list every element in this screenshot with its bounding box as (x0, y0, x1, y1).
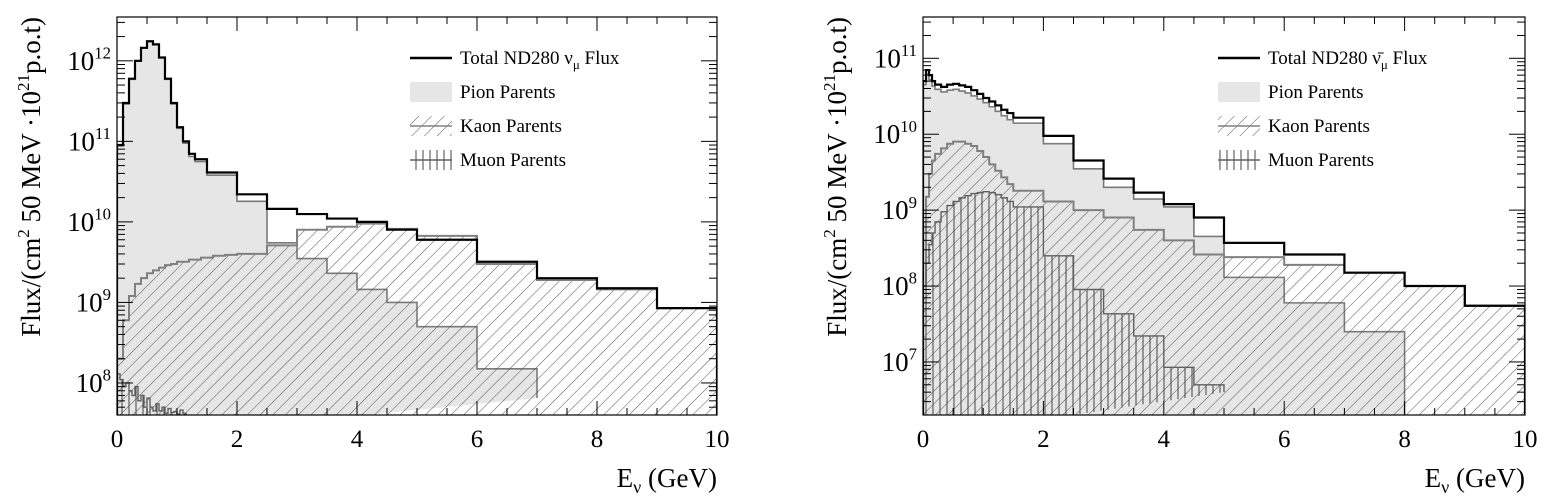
y-tick-label: 109 (882, 193, 917, 225)
y-tick-label: 1011 (68, 124, 111, 156)
x-axis: 0 2 4 6 8 10 (917, 17, 1538, 453)
x-tick-label: 8 (1398, 426, 1411, 453)
x-tick-label: 4 (351, 426, 364, 453)
y-tick-label: 107 (882, 345, 917, 377)
legend-item: Muon Parents (1218, 150, 1374, 171)
x-axis-label: Eν (GeV) (617, 463, 717, 497)
x-tick-label: 6 (471, 426, 484, 453)
legend-item: Total ND280 ν̄μ Flux (1218, 48, 1428, 72)
legend-item: Pion Parents (1218, 82, 1364, 103)
x-tick-label: 2 (1037, 426, 1050, 453)
flux-chart-antinumu: 0 2 4 6 8 10 107 108 109 1010 1011 Eν (GeV) Flux/(cm… (790, 0, 1560, 499)
y-tick-label: 1010 (873, 117, 917, 149)
y-tick-label: 1010 (67, 205, 111, 237)
legend-item: Muon Parents (410, 150, 566, 171)
x-tick-label: 8 (591, 426, 604, 453)
legend-item: Kaon Parents (410, 116, 562, 137)
legend-label: Total ND280 ν̄μ Flux (1268, 48, 1428, 72)
legend-label: Pion Parents (1268, 82, 1364, 103)
plot-area (923, 68, 1525, 415)
x-axis-label: Eν (GeV) (1425, 463, 1525, 497)
x-tick-label: 0 (917, 426, 930, 453)
legend-label: Muon Parents (460, 150, 566, 171)
series-muon (923, 190, 1225, 415)
x-tick-label: 10 (705, 426, 730, 453)
y-axis-label: Flux/(cm2 50 MeV ·1021p.o.t) (14, 17, 46, 337)
series-total (117, 40, 717, 415)
y-tick-label: 1012 (67, 43, 111, 75)
legend-item: Total ND280 νμ Flux (410, 48, 620, 72)
x-tick-label: 2 (231, 426, 244, 453)
y-axis: 107 108 109 1010 1011 (873, 21, 1525, 416)
x-tick-label: 0 (111, 426, 124, 453)
x-tick-label: 10 (1513, 426, 1538, 453)
legend-label: Kaon Parents (1268, 116, 1370, 137)
legend-label: Muon Parents (1268, 150, 1374, 171)
series-total (923, 68, 1525, 415)
legend-item: Pion Parents (410, 82, 556, 103)
y-tick-label: 108 (882, 269, 917, 301)
legend-label: Pion Parents (460, 82, 556, 103)
plot-area (117, 40, 717, 415)
y-tick-label: 1011 (874, 41, 917, 73)
y-tick-label: 108 (76, 366, 111, 398)
x-tick-label: 6 (1278, 426, 1291, 453)
y-axis-label: Flux/(cm2 50 MeV ·1021p.o.t) (820, 17, 852, 337)
legend-item: Kaon Parents (1218, 116, 1370, 137)
legend: Total ND280 νμ Flux Pion Parents Kaon Pare… (410, 48, 620, 171)
legend-label: Kaon Parents (460, 116, 562, 137)
x-tick-label: 4 (1158, 426, 1171, 453)
y-axis: 108 109 1010 1011 1012 (67, 21, 717, 416)
y-tick-label: 109 (76, 285, 111, 317)
flux-chart-numu-svg: 0 2 4 6 8 10 108 109 1010 1011 1012 Eν (GeV) Flux/(c… (14, 16, 730, 497)
x-axis: 0 2 4 6 8 10 (111, 17, 730, 453)
legend: Total ND280 ν̄μ Flux Pion Parents Kaon Par… (1218, 48, 1428, 171)
flux-chart-numu: 0 2 4 6 8 10 108 109 1010 1011 1012 Eν (GeV) Flux/(c… (14, 16, 730, 497)
legend-label: Total ND280 νμ Flux (460, 48, 620, 72)
flux-chart-antinumu-svg: 0 2 4 6 8 10 107 108 109 1010 1011 Eν (GeV) Flux/(cm… (820, 16, 1538, 497)
